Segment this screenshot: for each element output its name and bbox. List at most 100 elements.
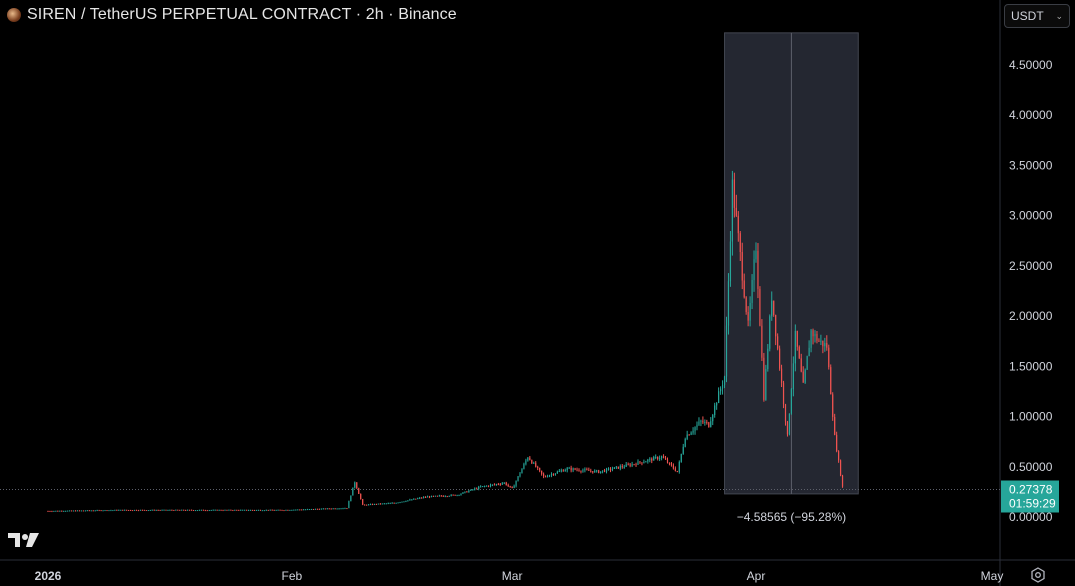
candle-body xyxy=(552,474,555,476)
candle-body xyxy=(450,494,452,496)
y-tick-label: 3.00000 xyxy=(1009,209,1053,223)
candle-body xyxy=(839,460,842,476)
candle-body xyxy=(322,508,324,510)
candle-body xyxy=(218,509,220,511)
candle-body xyxy=(700,420,702,422)
candle-body xyxy=(277,509,279,511)
candle-body xyxy=(529,457,531,461)
candle-body xyxy=(554,473,556,475)
candle-body xyxy=(137,510,140,512)
candle-body xyxy=(71,510,73,512)
candle-body xyxy=(430,495,433,498)
candle-body xyxy=(187,509,189,511)
candle-body xyxy=(126,509,128,511)
candle-body xyxy=(782,382,785,405)
candle-body xyxy=(680,453,682,462)
candle-body xyxy=(444,496,446,498)
candle-body xyxy=(657,456,659,460)
candle-body xyxy=(751,280,753,303)
candle-body xyxy=(649,458,651,460)
candle-body xyxy=(777,336,779,349)
candle-body xyxy=(96,510,98,512)
candle-body xyxy=(362,499,364,505)
candle-body xyxy=(822,340,824,347)
candle-body xyxy=(472,489,474,491)
candle-body xyxy=(834,416,836,435)
x-tick-label: 2026 xyxy=(35,569,62,583)
candle-body xyxy=(145,510,147,512)
candle-body xyxy=(230,509,232,511)
candle-body xyxy=(98,510,100,512)
candle-body xyxy=(539,467,541,471)
candle-body xyxy=(698,421,700,425)
candle-body xyxy=(499,484,501,486)
candle-body xyxy=(590,470,592,472)
candle-body xyxy=(643,462,645,464)
candle-body xyxy=(192,510,195,512)
candle-body xyxy=(816,333,818,341)
candle-body xyxy=(580,470,582,472)
candle-body xyxy=(556,471,558,474)
candle-body xyxy=(112,510,114,512)
candle-body xyxy=(413,498,415,500)
candle-body xyxy=(798,346,800,359)
candle-body xyxy=(814,333,816,337)
candle-body xyxy=(232,510,234,512)
candle-body xyxy=(417,498,419,500)
candle-body xyxy=(206,510,208,512)
candle-body xyxy=(122,509,124,511)
candle-body xyxy=(403,501,405,503)
last-price-countdown: 01:59:29 xyxy=(1009,497,1056,511)
candle-body xyxy=(387,503,389,505)
candle-body xyxy=(94,510,96,512)
candle-body xyxy=(330,508,332,510)
candle-body xyxy=(584,469,586,471)
candle-body xyxy=(375,503,378,505)
candle-body xyxy=(838,451,840,461)
candle-body xyxy=(478,486,480,489)
candle-body xyxy=(633,464,635,466)
candle-body xyxy=(757,250,759,289)
currency-value: USDT xyxy=(1011,9,1044,23)
candle-body xyxy=(682,446,684,454)
candle-body xyxy=(55,510,57,512)
candle-body xyxy=(841,475,844,487)
x-tick-label: Feb xyxy=(282,569,303,583)
gear-icon[interactable] xyxy=(1030,567,1046,583)
candle-body xyxy=(155,509,157,511)
candle-body xyxy=(672,465,674,469)
candle-body xyxy=(371,504,374,506)
candle-body xyxy=(366,504,368,506)
candle-body xyxy=(753,259,755,281)
candle-body xyxy=(120,509,122,511)
candle-body xyxy=(86,510,88,512)
currency-select[interactable]: USDT ⌄ xyxy=(1004,4,1070,28)
tradingview-logo-icon[interactable] xyxy=(8,531,40,549)
candle-body xyxy=(212,509,214,511)
candle-body xyxy=(828,347,830,368)
candle-body xyxy=(244,509,246,511)
candle-body xyxy=(222,510,224,512)
candle-body xyxy=(562,470,564,472)
candle-body xyxy=(283,510,285,512)
candle-body xyxy=(588,469,590,471)
candle-body xyxy=(578,469,580,471)
candle-body xyxy=(312,508,315,510)
candle-body xyxy=(741,252,743,281)
candle-body xyxy=(836,434,838,452)
candle-body xyxy=(804,369,806,383)
candle-body xyxy=(765,369,767,400)
candle-body xyxy=(116,509,118,511)
candle-body xyxy=(706,421,708,423)
candle-body xyxy=(576,469,578,471)
candle-body xyxy=(110,510,112,512)
candle-body xyxy=(383,503,385,505)
candle-body xyxy=(65,510,67,512)
candle-body xyxy=(712,414,714,422)
candle-body xyxy=(600,471,602,473)
candle-body xyxy=(67,510,69,512)
candle-body xyxy=(686,434,688,439)
candle-body xyxy=(421,497,423,499)
candle-body xyxy=(381,503,383,505)
